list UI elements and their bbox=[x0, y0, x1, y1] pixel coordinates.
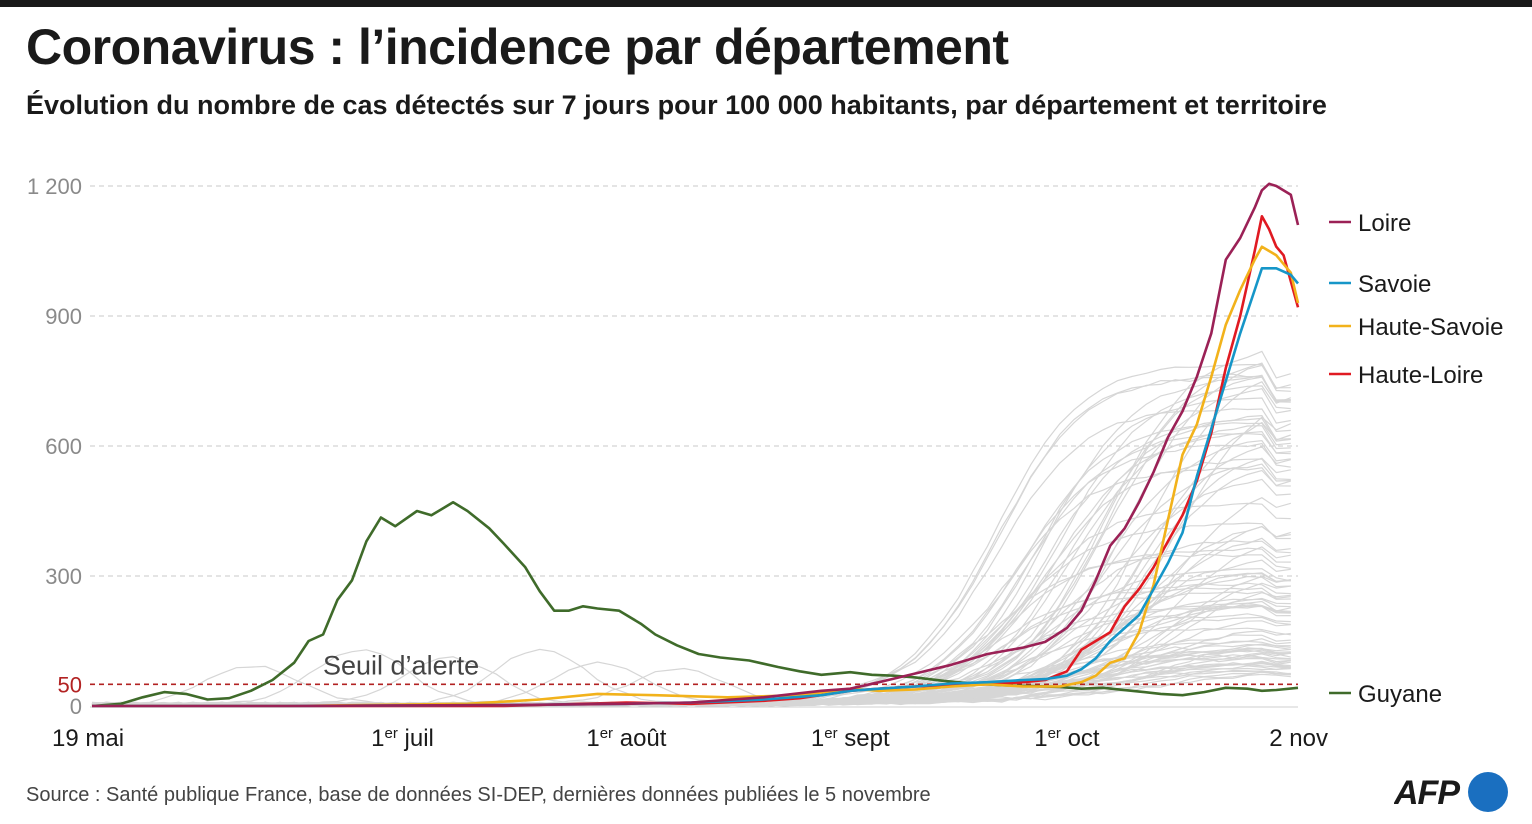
x-tick-label: 2 nov bbox=[1269, 725, 1328, 752]
y-tick-label: 900 bbox=[45, 304, 82, 329]
legend-label-guyane: Guyane bbox=[1358, 681, 1442, 708]
x-tick-label: 19 mai bbox=[52, 725, 124, 752]
legend-label-savoie: Savoie bbox=[1358, 271, 1431, 298]
series-line-loire bbox=[92, 182, 1300, 708]
department-line bbox=[91, 374, 1291, 707]
source-note: Source : Santé publique France, base de … bbox=[26, 784, 931, 806]
legend-label-haute-loire: Haute-Loire bbox=[1358, 362, 1483, 389]
department-line bbox=[91, 364, 1291, 707]
department-line bbox=[91, 665, 1291, 707]
department-line bbox=[91, 546, 1291, 707]
department-line bbox=[91, 373, 1291, 707]
top-rule bbox=[0, 0, 1532, 7]
chart-title: Coronavirus : l’incidence par départemen… bbox=[26, 19, 1009, 75]
y-tick-label: 300 bbox=[45, 564, 82, 589]
x-tick-label: 1er août bbox=[586, 725, 666, 753]
series-line-savoie bbox=[92, 267, 1300, 708]
afp-logo: AFP bbox=[1394, 772, 1508, 812]
legend-label-loire: Loire bbox=[1358, 210, 1411, 237]
x-tick-label: 1er sept bbox=[811, 725, 890, 753]
x-tick-label: 1er juil bbox=[371, 725, 434, 753]
threshold-label: Seuil d’alerte bbox=[323, 650, 479, 680]
series-line-guyane bbox=[91, 501, 1299, 708]
afp-logo-dot bbox=[1468, 772, 1508, 812]
y-tick-label: 50 bbox=[58, 672, 82, 697]
afp-logo-text: AFP bbox=[1394, 774, 1460, 812]
line-chart: 1 200 900 600 300 500 Seuil d’alerte Guyane Hau… bbox=[27, 174, 1503, 753]
chart-subtitle: Évolution du nombre de cas détectés sur … bbox=[26, 90, 1327, 120]
y-tick-label: 0 bbox=[70, 694, 82, 719]
department-line bbox=[91, 364, 1291, 707]
y-tick-label: 1 200 bbox=[27, 174, 82, 199]
series-line-haute-savoie bbox=[92, 245, 1300, 708]
y-tick-label: 600 bbox=[45, 434, 82, 459]
legend-label-haute-savoie: Haute-Savoie bbox=[1358, 314, 1503, 341]
x-tick-label: 1er oct bbox=[1034, 725, 1100, 753]
background-department-lines bbox=[91, 350, 1292, 707]
department-line bbox=[91, 362, 1291, 707]
